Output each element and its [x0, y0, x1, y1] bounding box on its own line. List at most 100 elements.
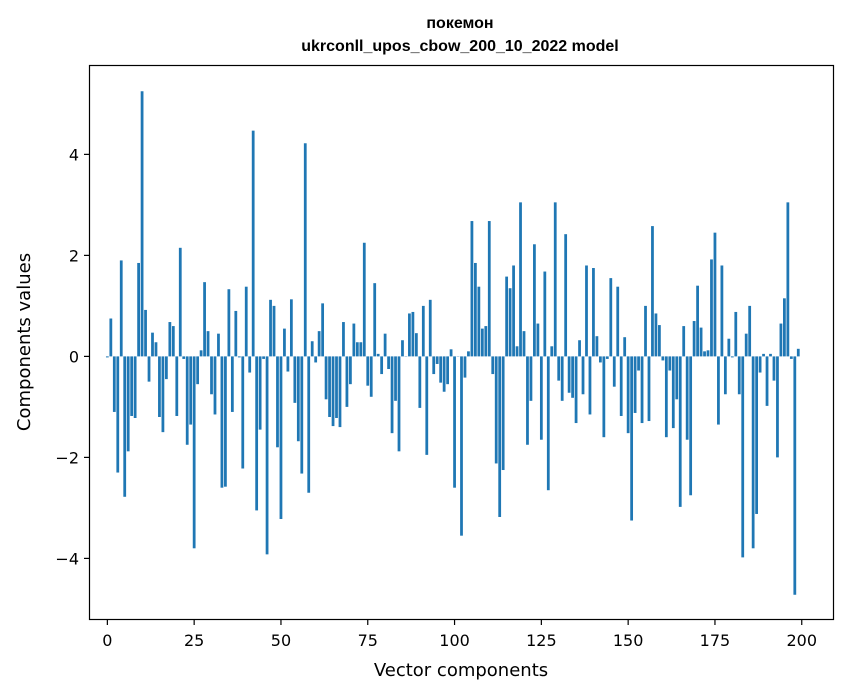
bar-74 — [362, 242, 366, 357]
bar-185 — [748, 305, 752, 357]
bar-182 — [737, 356, 741, 395]
x-axis-label: Vector components — [374, 660, 548, 681]
bar-161 — [664, 356, 668, 438]
bar-187 — [755, 356, 759, 514]
bar-10 — [140, 91, 144, 357]
bar-100 — [453, 356, 456, 488]
bar-38 — [237, 356, 241, 358]
bar-69 — [345, 356, 349, 407]
bar-34 — [224, 356, 227, 487]
bar-75 — [366, 356, 370, 386]
bar-194 — [779, 323, 783, 357]
bar-131 — [560, 356, 564, 401]
bar-191 — [769, 353, 772, 357]
bar-149 — [623, 337, 627, 357]
bar-54 — [293, 356, 297, 403]
bar-58 — [307, 356, 311, 493]
bar-63 — [324, 356, 328, 400]
bar-81 — [387, 356, 390, 370]
bar-31 — [213, 356, 217, 415]
bar-93 — [428, 299, 432, 357]
bar-186 — [751, 356, 755, 549]
bar-6 — [126, 356, 130, 452]
bar-37 — [234, 310, 238, 357]
bar-106 — [473, 262, 477, 357]
bar-152 — [633, 356, 637, 413]
bar-168 — [689, 356, 693, 496]
bar-173 — [706, 350, 710, 357]
bar-111 — [491, 356, 495, 375]
bar-14 — [154, 342, 158, 357]
bar-103 — [463, 356, 467, 378]
x-tick-label: 200 — [786, 631, 817, 650]
bar-109 — [484, 326, 488, 357]
bar-50 — [279, 356, 283, 520]
bar-23 — [185, 356, 189, 445]
bar-90 — [418, 356, 422, 408]
bar-121 — [526, 356, 529, 445]
bar-178 — [723, 356, 727, 395]
bar-42 — [251, 130, 255, 357]
chart-subtitle: ukrconll_upos_cbow_200_10_2022 model — [301, 38, 618, 55]
bar-53 — [289, 299, 293, 357]
bar-1 — [109, 318, 113, 357]
bar-20 — [175, 356, 179, 416]
bar-176 — [717, 356, 720, 425]
bar-98 — [446, 356, 450, 385]
bar-157 — [651, 226, 654, 357]
bar-155 — [644, 305, 647, 357]
bar-32 — [217, 333, 220, 357]
bar-184 — [744, 333, 748, 357]
x-tick-label: 0 — [102, 631, 112, 650]
bar-154 — [640, 356, 644, 424]
y-tick-label: −4 — [55, 549, 79, 568]
bar-3 — [116, 356, 120, 473]
bar-130 — [557, 356, 561, 381]
bar-55 — [296, 356, 300, 442]
bar-8 — [133, 356, 137, 419]
bar-73 — [359, 342, 363, 357]
x-axis: 0 25 50 75 100 125 150 175 200 — [102, 619, 817, 650]
bar-137 — [581, 356, 585, 395]
y-axis: −4 −2 0 2 4 — [55, 145, 90, 568]
bar-197 — [789, 356, 793, 359]
bar-47 — [269, 299, 272, 357]
bar-99 — [449, 349, 453, 357]
bar-117 — [512, 265, 515, 357]
x-tick-label: 50 — [271, 631, 291, 650]
bar-153 — [637, 356, 640, 371]
bar-172 — [703, 351, 706, 357]
bar-135 — [574, 356, 578, 424]
bar-56 — [300, 356, 304, 474]
bar-195 — [783, 298, 786, 357]
bar-41 — [248, 356, 252, 373]
bar-164 — [675, 356, 679, 400]
bar-61 — [317, 331, 321, 357]
y-tick-label: 0 — [69, 347, 79, 366]
bar-127 — [546, 356, 550, 491]
bar-67 — [338, 356, 342, 428]
bar-46 — [265, 356, 269, 555]
bar-49 — [276, 356, 279, 448]
bar-33 — [220, 356, 224, 488]
bar-112 — [494, 356, 498, 464]
bar-4 — [119, 260, 123, 357]
bar-151 — [630, 356, 634, 521]
bar-21 — [178, 247, 182, 357]
x-tick-label: 75 — [358, 631, 378, 650]
bar-119 — [519, 202, 522, 357]
bar-88 — [411, 311, 415, 357]
bar-84 — [397, 356, 401, 452]
bar-189 — [762, 353, 765, 357]
bar-62 — [321, 303, 325, 357]
bar-124 — [536, 323, 540, 357]
bar-162 — [668, 356, 672, 371]
bar-108 — [480, 328, 484, 357]
bar-57 — [303, 143, 307, 357]
bar-97 — [442, 356, 446, 392]
bar-35 — [227, 289, 231, 357]
bar-116 — [508, 288, 512, 357]
x-tick-label: 125 — [526, 631, 557, 650]
bar-120 — [522, 331, 526, 357]
bar-192 — [772, 356, 776, 381]
